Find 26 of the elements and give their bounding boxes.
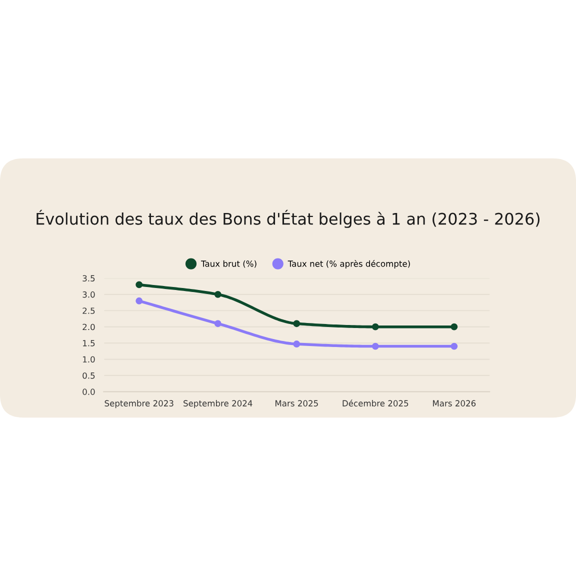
- y-tick-label: 2.5: [82, 308, 95, 314]
- y-tick-label: 2.0: [82, 324, 95, 330]
- chart-title: Évolution des taux des Bons d'État belges à 1 an (2023 - 2026): [36, 210, 540, 228]
- x-tick-label: Septembre 2024: [184, 400, 252, 408]
- y-tick-label: 0.0: [82, 388, 95, 395]
- point: [214, 290, 222, 298]
- point: [136, 281, 143, 288]
- x-tick-label: Mars 2025: [275, 400, 318, 406]
- y-tick-label: 1.5: [83, 340, 95, 346]
- point: [372, 342, 379, 350]
- x-tick-label: Décembre 2025: [342, 400, 408, 406]
- y-tick-label: 1.0: [83, 356, 95, 363]
- x-tick-label: Septembre 2023: [104, 400, 174, 408]
- point: [372, 323, 379, 330]
- y-tick-label: 3.5: [82, 275, 95, 282]
- y-tick-label: 3.0: [82, 291, 95, 298]
- x-tick-label: Mars 2026: [433, 400, 476, 406]
- point: [450, 342, 458, 350]
- point: [293, 320, 300, 328]
- legend-label: Taux net (% après décompte): [288, 260, 410, 268]
- point: [450, 323, 458, 330]
- point: [136, 297, 143, 304]
- point: [214, 320, 222, 328]
- y-tick-label: 0.5: [82, 372, 95, 379]
- point: [293, 340, 300, 348]
- legend-label: Taux brut (%): [200, 260, 256, 268]
